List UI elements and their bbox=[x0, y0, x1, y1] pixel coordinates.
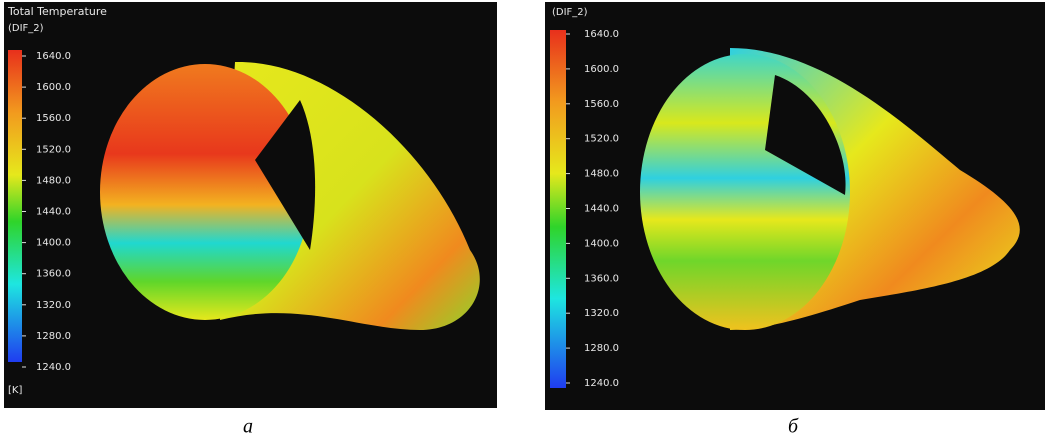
colorbar-label: 1440.0 bbox=[584, 204, 619, 215]
colorbar-label: 1360.0 bbox=[36, 269, 71, 280]
colorbar-label: 1640.0 bbox=[584, 29, 619, 40]
colorbar-label: 1360.0 bbox=[584, 273, 619, 284]
colorbar-label: 1280.0 bbox=[584, 343, 619, 354]
colorbar-label: 1520.0 bbox=[584, 134, 619, 145]
panel: (DIF_2) б 1640.0 1600.0 1560.0 1520.0 1480.0… bbox=[545, 2, 1045, 438]
colorbar-label: 1240.0 bbox=[584, 378, 619, 389]
duct-inlet bbox=[640, 54, 850, 330]
colorbar-label: 1640.0 bbox=[36, 51, 71, 62]
colorbar-label: 1400.0 bbox=[36, 238, 71, 249]
caption: а bbox=[243, 416, 253, 438]
colorbar-label: 1280.0 bbox=[36, 331, 71, 342]
colorbar-label: 1440.0 bbox=[36, 207, 71, 218]
colorbar-label: 1520.0 bbox=[36, 144, 71, 155]
colorbar-label: 1480.0 bbox=[36, 175, 71, 186]
panel: Total Temperature (DIF_2) [K] а 1640.0 16… bbox=[4, 2, 497, 438]
unit-label: [K] bbox=[8, 385, 22, 396]
colorbar-label: 1400.0 bbox=[584, 238, 619, 249]
caption: б bbox=[788, 416, 799, 438]
figure: Total Temperature (DIF_2) [K] а 1640.0 16… bbox=[0, 0, 1049, 440]
colorbar-label: 1320.0 bbox=[584, 308, 619, 319]
colorbar bbox=[8, 50, 22, 362]
colorbar-label: 1600.0 bbox=[584, 64, 619, 75]
colorbar-label: 1240.0 bbox=[36, 362, 71, 373]
colorbar bbox=[550, 30, 566, 388]
colorbar-label: 1560.0 bbox=[36, 113, 71, 124]
colorbar-label: 1600.0 bbox=[36, 82, 71, 93]
colorbar-label: 1480.0 bbox=[584, 169, 619, 180]
panel-title: Total Temperature bbox=[7, 5, 107, 18]
panel-subtitle: (DIF_2) bbox=[552, 7, 588, 18]
panel-subtitle: (DIF_2) bbox=[8, 23, 44, 34]
colorbar-label: 1560.0 bbox=[584, 99, 619, 110]
colorbar-label: 1320.0 bbox=[36, 300, 71, 311]
